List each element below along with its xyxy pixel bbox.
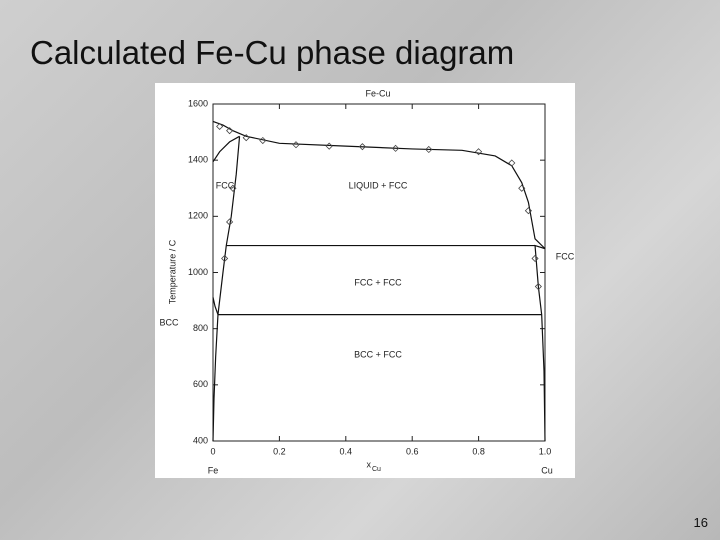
y-axis-label: Temperature / C — [167, 239, 177, 304]
y-tick-label: 1200 — [188, 211, 208, 221]
data-point — [508, 159, 516, 167]
x-tick-label: 0.6 — [406, 446, 419, 456]
plot-frame — [212, 103, 546, 442]
phase-diagram: Fe-Cu Temperature / C x Cu 400 600 800 1000… — [155, 83, 575, 478]
y-tick-label: 1400 — [188, 155, 208, 165]
data-point — [226, 218, 234, 226]
phase-boundary — [212, 297, 219, 315]
y-tick-label: 600 — [193, 379, 208, 389]
data-point — [425, 145, 433, 154]
phase-boundary — [212, 314, 219, 442]
data-point — [325, 142, 333, 150]
x-axis-label-sub: Cu — [372, 466, 381, 473]
data-point — [524, 207, 532, 215]
data-point — [221, 254, 229, 263]
x-tick-label: 0.8 — [472, 446, 485, 456]
phase-boundary — [212, 135, 240, 163]
data-point — [534, 282, 542, 291]
y-tick-label: 1000 — [188, 267, 208, 277]
region-label: BCC + FCC — [354, 349, 402, 359]
end-label: Fe — [208, 465, 219, 475]
data-point — [392, 144, 400, 152]
phase-boundary — [212, 120, 546, 250]
end-label: Cu — [541, 465, 553, 475]
side-label: FCC — [556, 251, 575, 261]
data-point — [242, 134, 250, 142]
y-tick-label: 800 — [193, 323, 208, 333]
x-tick-label: 0.4 — [340, 446, 353, 456]
region-label: FCC + FCC — [354, 277, 402, 287]
phase-boundary — [217, 136, 241, 315]
data-point — [518, 184, 526, 192]
phase-boundary — [534, 244, 546, 442]
region-label: LIQUID + FCC — [349, 180, 408, 190]
slide-title: Calculated Fe-Cu phase diagram — [30, 34, 515, 71]
data-point — [358, 143, 366, 151]
page-number: 16 — [693, 515, 708, 530]
x-tick-label: 0 — [210, 446, 215, 456]
x-tick-label: 1.0 — [539, 446, 552, 456]
region-label: FCC — [216, 180, 235, 190]
data-point — [531, 254, 539, 263]
x-axis-label: x — [367, 459, 372, 469]
data-point — [475, 148, 483, 156]
side-label: BCC — [159, 317, 179, 327]
data-point — [229, 184, 237, 192]
data-point — [216, 122, 224, 131]
y-tick-label: 400 — [193, 435, 208, 445]
data-point — [259, 136, 267, 145]
y-tick-label: 1600 — [188, 98, 208, 108]
data-point — [292, 141, 300, 149]
x-tick-label: 0.2 — [273, 446, 286, 456]
data-point — [226, 127, 234, 135]
chart-title: Fe-Cu — [365, 88, 390, 98]
